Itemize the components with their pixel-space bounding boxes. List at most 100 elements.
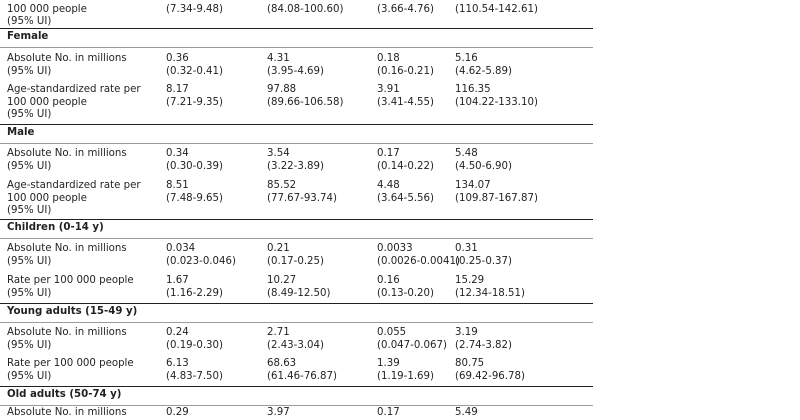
row-divider (0, 47, 593, 48)
row-label-line: (95% UI) (7, 255, 52, 267)
value-point: 0.18 (377, 53, 400, 64)
section-title-male: Male (7, 127, 35, 138)
value-cell: 85.52 (77.67-93.74) (267, 180, 337, 205)
row-label-line: Age-standardized rate per (7, 84, 141, 95)
value-cell: 15.29 (12.34-18.51) (455, 275, 525, 300)
row-label-line: Rate per 100 000 people (7, 358, 134, 369)
value-ci: (0.32-0.41) (166, 65, 223, 77)
row-label-line: (95% UI) (7, 160, 52, 172)
value-cell: 10.27 (8.49-12.50) (267, 275, 330, 300)
value-point: 0.055 (377, 327, 407, 338)
value-point: 0.29 (166, 407, 189, 418)
row-label-line: (95% UI) (7, 109, 52, 120)
row-label-line: (95% UI) (7, 16, 52, 27)
value-ci: (0.17-0.25) (267, 255, 324, 267)
value-cell: 0.21 (0.17-0.25) (267, 243, 324, 268)
value-cell: 1.67 (1.16-2.29) (166, 275, 223, 300)
row-label: Rate per 100 000 people (95% UI) (7, 275, 134, 300)
value-ci: (0.16-0.21) (377, 65, 434, 77)
value-ci: (89.66-106.58) (267, 96, 344, 108)
section-divider (0, 28, 593, 29)
row-label-line: 100 000 people (7, 192, 87, 204)
value-ci: (1.16-2.29) (166, 287, 223, 299)
value-cell: 3.54 (3.22-3.89) (267, 148, 324, 173)
value-point: 85.52 (267, 180, 297, 191)
value-ci: (3.22-3.89) (267, 160, 324, 172)
row-label-line: Absolute No. in millions (7, 53, 127, 64)
section-divider (0, 386, 593, 387)
value-point: 5.48 (455, 148, 478, 159)
value-ci: (69.42-96.78) (455, 370, 525, 382)
section-title-children: Children (0-14 y) (7, 222, 104, 233)
row-label: Absolute No. in millions (7, 407, 127, 420)
value-point: 8.51 (166, 180, 189, 191)
value-point: 10.27 (267, 275, 297, 286)
value-cell: 8.17 (7.21-9.35) (166, 84, 223, 109)
value-point: 0.17 (377, 148, 400, 159)
row-label-line: 100 000 people (7, 96, 87, 108)
value-cell: 3.91 (3.41-4.55) (377, 84, 434, 109)
value-ci: (4.50-6.90) (455, 160, 512, 172)
value-cell: 0.18 (0.16-0.21) (377, 53, 434, 78)
value-point: 0.36 (166, 53, 189, 64)
value-ci: (4.62-5.89) (455, 65, 512, 77)
value-cell: 3.19 (2.74-3.82) (455, 327, 512, 352)
row-divider (0, 322, 593, 323)
value-cell: 1.39 (1.19-1.69) (377, 358, 434, 383)
row-label-line: (95% UI) (7, 370, 52, 382)
value-cell: 0.17 (377, 407, 400, 420)
value-cell: 4.48 (3.64-5.56) (377, 180, 434, 205)
value-point: 1.67 (166, 275, 189, 286)
value-point: 97.88 (267, 84, 297, 95)
row-divider (0, 143, 593, 144)
value-cell: 134.07 (109.87-167.87) (455, 180, 538, 205)
section-title-female: Female (7, 31, 49, 42)
value-cell: (84.08-100.60) (267, 0, 343, 16)
value-ci: (0.30-0.39) (166, 160, 223, 172)
value-cell: 3.97 (267, 407, 290, 420)
value-ci: (77.67-93.74) (267, 192, 337, 204)
value-point: 15.29 (455, 275, 485, 286)
value-cell: (3.66-4.76) (377, 0, 434, 16)
value-ci: (12.34-18.51) (455, 287, 525, 299)
value-ci: (8.49-12.50) (267, 287, 331, 299)
value-cell: 5.49 (455, 407, 478, 420)
row-label-line: (95% UI) (7, 287, 52, 299)
row-label-line: Absolute No. in millions (7, 407, 127, 418)
row-label: Absolute No. in millions (95% UI) (7, 327, 127, 352)
value-ci: (7.21-9.35) (166, 96, 223, 108)
row-label-line: Absolute No. in millions (7, 243, 127, 254)
value-point: 0.24 (166, 327, 189, 338)
value-cell: (110.54-142.61) (455, 0, 538, 16)
value-ci: (0.0026-0.0041) (377, 255, 460, 267)
row-label: Absolute No. in millions (95% UI) (7, 53, 127, 78)
row-divider (0, 238, 593, 239)
value-ci: (3.95-4.69) (267, 65, 324, 77)
value-cell: 0.17 (0.14-0.22) (377, 148, 434, 173)
value-cell: 8.51 (7.48-9.65) (166, 180, 223, 205)
value-ci: (2.43-3.04) (267, 339, 324, 351)
value-ci: (3.64-5.56) (377, 192, 434, 204)
row-label-line: Absolute No. in millions (7, 148, 127, 159)
value-ci: (61.46-76.87) (267, 370, 337, 382)
value-ci: (3.41-4.55) (377, 96, 434, 108)
value-cell: 0.36 (0.32-0.41) (166, 53, 223, 78)
value-point: 0.31 (455, 243, 478, 254)
value-point: 0.16 (377, 275, 400, 286)
value-ci: (84.08-100.60) (267, 3, 344, 15)
value-ci: (4.83-7.50) (166, 370, 223, 382)
value-ci: (3.66-4.76) (377, 3, 434, 15)
value-ci: (0.19-0.30) (166, 339, 223, 351)
value-cell: 0.34 (0.30-0.39) (166, 148, 223, 173)
value-point: 0.34 (166, 148, 189, 159)
value-ci: (0.14-0.22) (377, 160, 434, 172)
value-point: 8.17 (166, 84, 189, 95)
value-ci: (0.13-0.20) (377, 287, 434, 299)
value-point: 116.35 (455, 84, 491, 95)
value-cell: 0.16 (0.13-0.20) (377, 275, 434, 300)
section-divider (0, 303, 593, 304)
value-cell: 6.13 (4.83-7.50) (166, 358, 223, 383)
value-point: 5.49 (455, 407, 478, 418)
value-cell: 0.24 (0.19-0.30) (166, 327, 223, 352)
value-point: 3.54 (267, 148, 290, 159)
